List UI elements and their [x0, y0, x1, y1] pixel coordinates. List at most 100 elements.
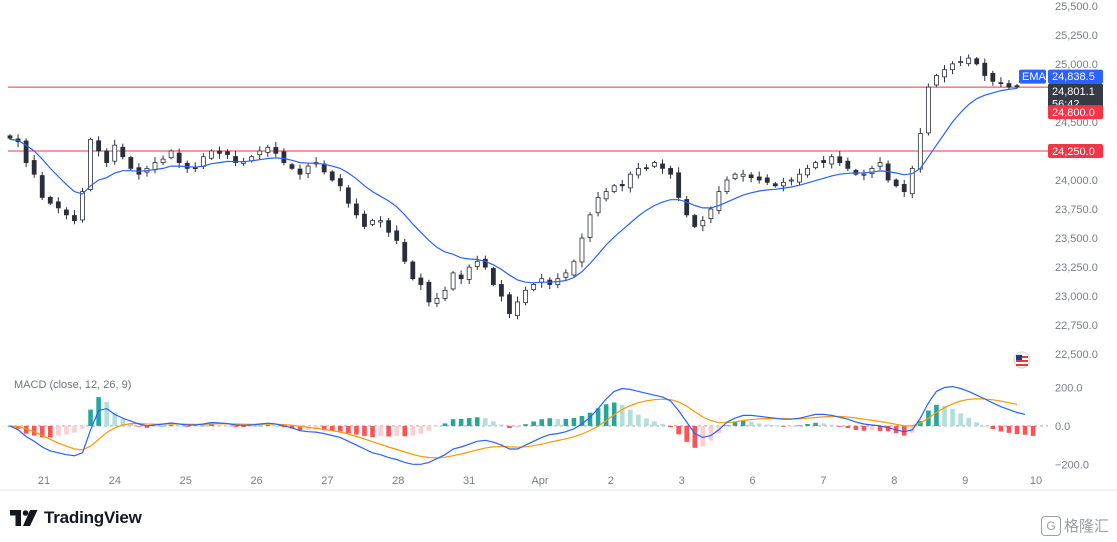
- candle-body: [909, 167, 915, 195]
- candle-body: [184, 162, 190, 169]
- candle-body: [853, 170, 859, 175]
- candle-body: [934, 75, 939, 86]
- candle-body: [917, 133, 923, 170]
- macd-histogram-bar: [176, 425, 182, 427]
- candle-body: [233, 156, 238, 163]
- candle-body: [579, 237, 585, 263]
- macd-histogram-bar: [128, 423, 134, 426]
- time-tick-label: 26: [250, 475, 262, 487]
- macd-histogram-bar: [273, 425, 279, 427]
- macd-histogram-bar: [668, 425, 673, 428]
- candle-body: [273, 147, 279, 154]
- candle-body: [257, 150, 263, 156]
- candle-body: [96, 140, 102, 152]
- macd-histogram-bar: [853, 425, 859, 430]
- macd-histogram-bar: [595, 408, 601, 426]
- macd-histogram-bar: [764, 424, 770, 426]
- macd-histogram-bar: [942, 405, 947, 426]
- candle-body: [813, 162, 818, 169]
- macd-indicator-label[interactable]: MACD (close, 12, 26, 9): [14, 379, 132, 391]
- candle-body: [708, 208, 714, 219]
- candle-body: [72, 215, 77, 222]
- price-tick-label: 23,750.0: [1055, 204, 1098, 216]
- last-price-tag: [1048, 83, 1103, 112]
- candle-body: [442, 289, 448, 299]
- time-tick-label: 27: [321, 475, 333, 487]
- time-tick-label: Apr: [531, 475, 548, 487]
- macd-histogram-bar: [394, 425, 399, 436]
- candle-body: [104, 150, 110, 163]
- candle-body: [329, 171, 335, 181]
- macd-histogram-bar: [88, 409, 93, 426]
- candle-body: [982, 62, 988, 76]
- ema-value-label: 24,838.5: [1052, 71, 1095, 83]
- candle-body: [418, 277, 424, 285]
- macd-histogram-bar: [644, 418, 649, 426]
- macd-histogram-bar: [636, 414, 641, 426]
- price-tick-label: 23,250.0: [1055, 262, 1098, 274]
- macd-histogram-bar: [756, 423, 762, 426]
- candle-body: [893, 179, 899, 187]
- macd-histogram-bar: [192, 425, 198, 427]
- candle-body: [152, 162, 158, 171]
- candle-body: [652, 162, 657, 167]
- candle-body: [869, 167, 875, 174]
- macd-histogram-bar: [692, 425, 698, 448]
- candle-body: [764, 177, 770, 183]
- candle-body: [31, 160, 37, 175]
- macd-histogram-bar: [821, 423, 826, 426]
- candle-body: [7, 135, 13, 139]
- time-tick-label: 2: [608, 475, 614, 487]
- candle-body: [611, 185, 617, 193]
- price-tick-label: 24,000.0: [1055, 175, 1098, 187]
- macd-histogram-bar: [491, 421, 496, 426]
- candle-body: [354, 203, 359, 216]
- macd-histogram-bar: [628, 409, 633, 426]
- candle-body: [756, 176, 762, 181]
- candle-body: [507, 294, 512, 314]
- flag-stripe: [1016, 360, 1028, 362]
- macd-histogram-bar: [748, 421, 754, 426]
- macd-axis: 200.0 0.0 −200.0: [1055, 383, 1089, 472]
- macd-histogram-bar: [321, 425, 327, 431]
- macd-pane: [7, 385, 1048, 465]
- candle-body: [386, 220, 392, 233]
- macd-histogram-bar: [877, 425, 883, 431]
- macd-histogram-bar: [458, 419, 464, 426]
- candle-body: [402, 242, 408, 262]
- candle-body: [877, 162, 883, 167]
- macd-histogram-bar: [265, 424, 271, 426]
- macd-histogram-bar: [434, 425, 440, 427]
- candle-body: [225, 151, 230, 155]
- us-flag-icon[interactable]: [1013, 351, 1031, 369]
- macd-histogram-bar: [72, 425, 77, 433]
- tradingview-logo[interactable]: TradingView: [10, 506, 142, 530]
- macd-histogram-bar: [652, 421, 657, 426]
- macd-histogram-bar: [861, 425, 867, 431]
- candle-body: [80, 191, 85, 221]
- macd-histogram-bar: [829, 424, 835, 426]
- macd-histogram-bar: [23, 425, 29, 434]
- candle-body: [23, 140, 29, 163]
- macd-histogram-bar: [297, 425, 303, 431]
- candle-body: [571, 260, 577, 276]
- watermark: G 格隆汇: [1040, 515, 1109, 536]
- macd-histogram-bar: [563, 418, 569, 426]
- candle-body: [63, 209, 69, 216]
- candle-body: [523, 289, 528, 304]
- macd-histogram-bar: [805, 424, 810, 426]
- macd-histogram-bar: [104, 401, 109, 426]
- candle-body: [635, 167, 641, 176]
- price-chart[interactable]: 22,500.0 22,750.0 23,000.0 23,250.0 23,500.0…: [0, 0, 1117, 500]
- macd-histogram-bar: [773, 425, 778, 427]
- macd-histogram-bar: [31, 425, 37, 436]
- macd-histogram-bar: [160, 425, 166, 427]
- candle-body: [337, 178, 343, 187]
- candle-body: [192, 167, 198, 170]
- macd-histogram-bar: [797, 425, 802, 427]
- macd-histogram-bar: [837, 425, 843, 427]
- price-tick-label: 25,000.0: [1055, 59, 1098, 71]
- macd-histogram-bar: [499, 424, 504, 426]
- time-tick-label: 3: [679, 475, 685, 487]
- candle-body: [990, 72, 996, 82]
